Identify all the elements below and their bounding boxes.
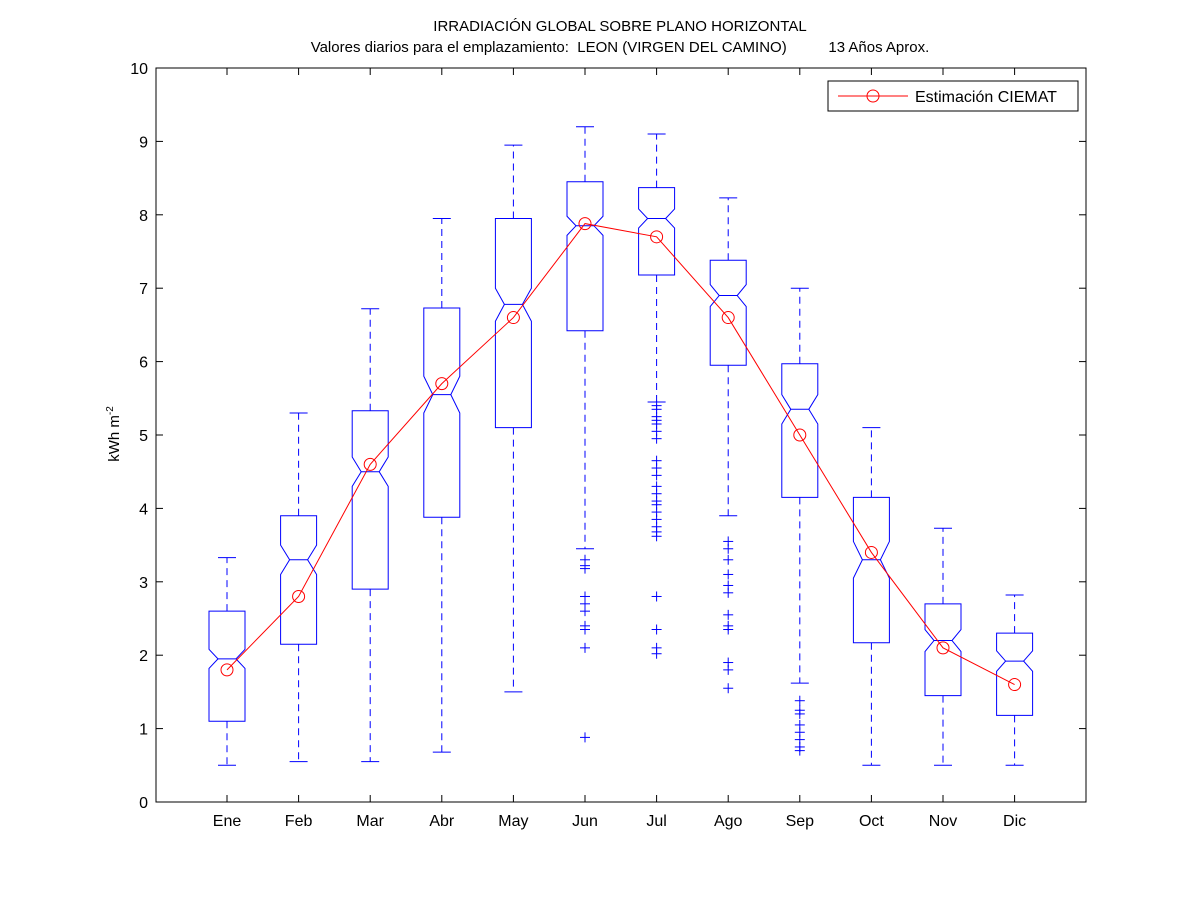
x-tick-label: Nov — [929, 813, 957, 830]
box — [566, 181, 604, 332]
series-point — [435, 377, 449, 391]
series-point — [363, 457, 377, 471]
y-tick-label: 7 — [139, 281, 148, 298]
x-tick-label: Mar — [356, 813, 384, 830]
box — [709, 259, 747, 366]
x-tick-label: Jun — [572, 813, 598, 830]
box — [423, 307, 461, 518]
y-tick-label: 6 — [139, 355, 148, 372]
box — [924, 603, 962, 697]
x-tick-label: Feb — [285, 813, 313, 830]
x-tick-label: Abr — [429, 813, 455, 830]
y-tick-label: 0 — [139, 795, 148, 812]
chart-title: IRRADIACIÓN GLOBAL SOBRE PLANO HORIZONTA… — [433, 18, 807, 35]
series-point — [506, 311, 520, 325]
x-tick-label: Ago — [714, 813, 743, 830]
y-tick-label: 5 — [139, 428, 148, 445]
box — [996, 632, 1034, 716]
box — [280, 515, 318, 645]
series-point — [220, 663, 234, 677]
axes-frame — [155, 67, 1087, 803]
y-tick-label: 4 — [139, 501, 148, 518]
box — [494, 217, 532, 429]
series-point — [864, 545, 878, 559]
box — [638, 187, 676, 276]
y-tick-label: 2 — [139, 648, 148, 665]
legend-label: Estimación CIEMAT — [915, 89, 1057, 106]
x-tick-label: Dic — [1003, 813, 1026, 830]
series-point — [1008, 678, 1022, 692]
series-point — [292, 589, 306, 603]
y-tick-label: 8 — [139, 208, 148, 225]
series-point — [578, 217, 592, 231]
series-point — [936, 641, 950, 655]
box — [852, 496, 890, 644]
series-point — [793, 428, 807, 442]
x-tick-label: May — [498, 813, 528, 830]
legend-marker-sample — [866, 89, 880, 103]
series-line — [226, 223, 1015, 686]
x-tick-label: Oct — [859, 813, 884, 830]
x-tick-label: Ene — [213, 813, 242, 830]
y-tick-label: 1 — [139, 722, 148, 739]
box — [351, 410, 389, 590]
chart-subtitle: Valores diarios para el emplazamiento: L… — [310, 39, 930, 56]
legend: Estimación CIEMAT — [827, 80, 1079, 112]
x-tick-label: Jul — [646, 813, 666, 830]
y-tick-label: 3 — [139, 575, 148, 592]
series-point — [721, 311, 735, 325]
box — [208, 610, 246, 722]
x-tick-label: Sep — [786, 813, 815, 830]
y-tick-label: 9 — [139, 134, 148, 151]
plot-area: 0 1 2 3 4 5 6 7 8 9 10 Ene Feb Mar Abr May Jun Jul Ago Sep O… — [130, 61, 1087, 830]
y-tick-label: 10 — [130, 61, 148, 78]
series-point — [650, 230, 664, 244]
box — [781, 363, 819, 498]
